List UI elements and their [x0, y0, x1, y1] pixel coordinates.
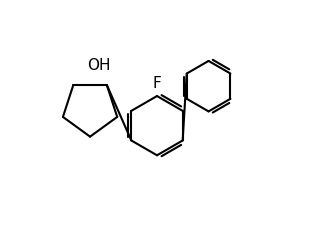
Text: F: F	[153, 76, 161, 90]
Text: OH: OH	[87, 58, 111, 73]
